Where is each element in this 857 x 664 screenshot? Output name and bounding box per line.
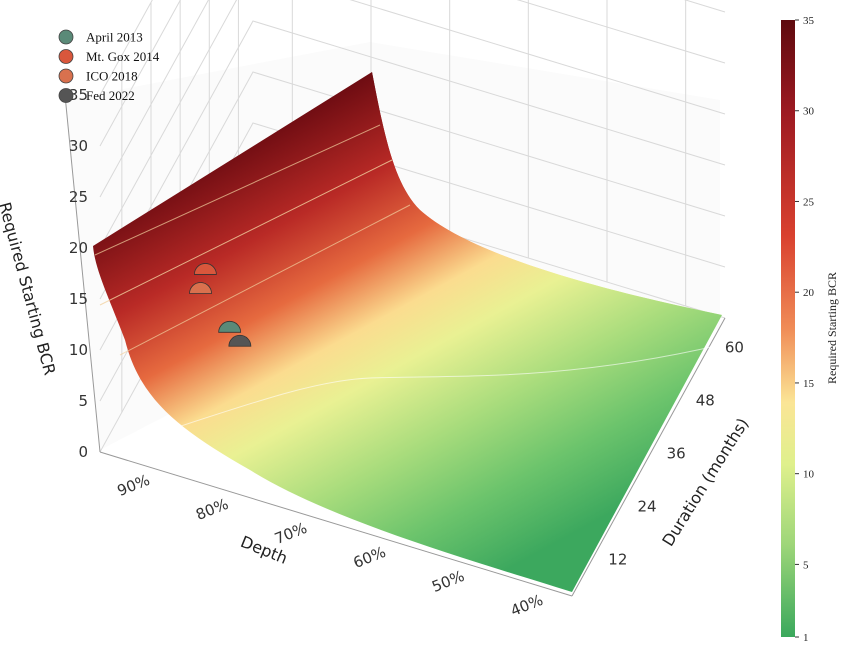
event-marker bbox=[189, 282, 212, 294]
depth-tick-label: 80% bbox=[193, 495, 231, 524]
legend-entry-label: Mt. Gox 2014 bbox=[86, 49, 160, 64]
depth-tick-label: 60% bbox=[351, 543, 389, 572]
z-tick-label: 25 bbox=[69, 188, 88, 206]
legend-entry-label: Fed 2022 bbox=[86, 88, 135, 103]
legend-entry-label: ICO 2018 bbox=[86, 69, 138, 84]
z-tick-label: 35 bbox=[69, 86, 88, 104]
colorbar-tick-label: 5 bbox=[803, 559, 809, 571]
event-marker bbox=[218, 321, 242, 333]
z-axis-label: Required Starting BCR bbox=[0, 200, 60, 377]
colorbar-tick-label: 30 bbox=[803, 106, 815, 118]
duration-tick-label: 48 bbox=[696, 391, 715, 409]
duration-axis-label: Duration (months) bbox=[658, 415, 752, 550]
surface-main-sheet bbox=[93, 72, 722, 592]
axis-lines bbox=[64, 94, 726, 597]
colorbar: 35 30 25 20 15 10 5 1 Required Starting BCR bbox=[781, 15, 839, 644]
depth-tick-label: 40% bbox=[508, 591, 546, 620]
z-tick-label: 5 bbox=[78, 392, 88, 410]
legend-entry-label: April 2013 bbox=[86, 30, 143, 45]
colorbar-tick-label: 1 bbox=[803, 632, 809, 644]
z-tick-label: 15 bbox=[69, 290, 88, 308]
duration-tick-label: 12 bbox=[608, 550, 627, 568]
bcr-surface bbox=[93, 72, 722, 592]
depth-tick-label: 50% bbox=[429, 567, 467, 596]
legend-marker bbox=[58, 49, 74, 64]
colorbar-label: Required Starting BCR bbox=[825, 272, 839, 384]
duration-axis-ticks: 12 24 36 48 60 bbox=[608, 338, 744, 568]
colorbar-ticks: 35 30 25 20 15 10 5 1 bbox=[795, 15, 815, 644]
z-tick-label: 20 bbox=[69, 239, 88, 257]
legend-marker bbox=[58, 68, 74, 84]
colorbar-tick-label: 20 bbox=[803, 287, 815, 299]
colorbar-gradient bbox=[781, 20, 795, 637]
z-tick-label: 30 bbox=[69, 137, 88, 155]
depth-tick-label: 70% bbox=[272, 519, 310, 548]
event-marker bbox=[193, 263, 217, 275]
colorbar-tick-label: 10 bbox=[803, 469, 815, 481]
duration-tick-label: 60 bbox=[725, 338, 744, 356]
colorbar-tick-label: 35 bbox=[803, 15, 815, 27]
z-tick-label: 10 bbox=[69, 341, 88, 359]
event-markers bbox=[189, 263, 252, 347]
depth-tick-label: 90% bbox=[115, 471, 153, 500]
duration-tick-label: 36 bbox=[667, 444, 686, 462]
legend-marker bbox=[58, 88, 74, 103]
colorbar-tick-label: 15 bbox=[803, 378, 815, 390]
legend: April 2013 Mt. Gox 2014 ICO 2018 Fed 2022 bbox=[58, 29, 160, 103]
legend-marker bbox=[58, 29, 74, 45]
z-axis-ticks: 0 5 10 15 20 25 30 35 bbox=[69, 86, 88, 461]
colorbar-tick-label: 25 bbox=[803, 196, 815, 208]
z-tick-label: 0 bbox=[78, 443, 88, 461]
event-marker bbox=[228, 334, 252, 347]
duration-tick-label: 24 bbox=[637, 497, 656, 515]
